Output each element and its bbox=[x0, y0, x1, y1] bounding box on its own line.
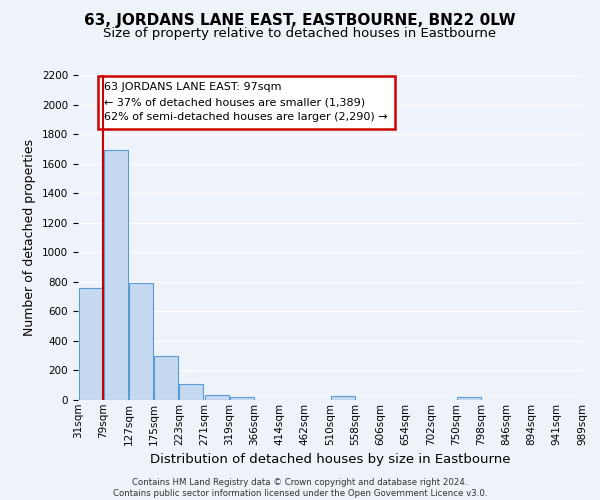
Bar bbox=[154, 356, 178, 400]
X-axis label: Distribution of detached houses by size in Eastbourne: Distribution of detached houses by size … bbox=[150, 453, 510, 466]
Bar bbox=[179, 384, 203, 400]
Bar bbox=[205, 395, 229, 400]
Y-axis label: Number of detached properties: Number of detached properties bbox=[23, 139, 37, 336]
Text: 63, JORDANS LANE EAST, EASTBOURNE, BN22 0LW: 63, JORDANS LANE EAST, EASTBOURNE, BN22 … bbox=[84, 12, 516, 28]
Bar bbox=[79, 288, 103, 400]
Text: Contains HM Land Registry data © Crown copyright and database right 2024.
Contai: Contains HM Land Registry data © Crown c… bbox=[113, 478, 487, 498]
Text: Size of property relative to detached houses in Eastbourne: Size of property relative to detached ho… bbox=[103, 28, 497, 40]
Bar bbox=[331, 396, 355, 400]
Bar bbox=[230, 397, 254, 400]
Bar bbox=[457, 397, 481, 400]
Bar bbox=[104, 150, 128, 400]
Bar bbox=[129, 284, 153, 400]
Text: 63 JORDANS LANE EAST: 97sqm
← 37% of detached houses are smaller (1,389)
62% of : 63 JORDANS LANE EAST: 97sqm ← 37% of det… bbox=[104, 82, 388, 122]
